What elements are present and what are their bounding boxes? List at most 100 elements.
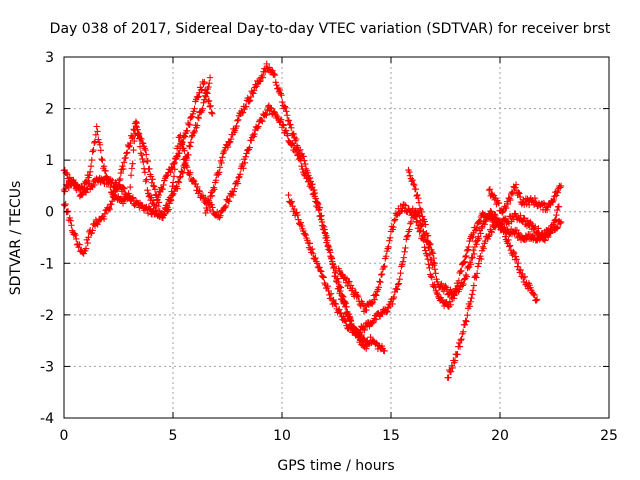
- data-point: [250, 90, 257, 97]
- data-point: [306, 174, 314, 182]
- data-point: [258, 116, 265, 124]
- data-point: [470, 250, 478, 258]
- y-tick-label: 2: [45, 102, 54, 118]
- data-point: [336, 267, 343, 274]
- data-point: [206, 199, 213, 206]
- data-point: [301, 157, 308, 164]
- data-point: [195, 114, 202, 122]
- data-point: [442, 282, 449, 290]
- data-point: [401, 248, 408, 256]
- data-point: [554, 224, 561, 231]
- data-point: [200, 99, 207, 106]
- data-point: [61, 188, 68, 195]
- data-point: [176, 174, 183, 181]
- data-point: [242, 153, 249, 160]
- data-point: [470, 247, 477, 254]
- data-point: [454, 282, 462, 289]
- data-point: [446, 298, 454, 305]
- data-point: [164, 204, 171, 211]
- data-point: [108, 197, 116, 205]
- data-point: [196, 188, 203, 195]
- data-point: [120, 184, 127, 192]
- data-point: [62, 200, 69, 208]
- data-point: [95, 136, 102, 143]
- data-point: [462, 271, 470, 279]
- data-point: [415, 194, 422, 202]
- data-point: [86, 168, 94, 175]
- data-point: [531, 223, 539, 230]
- data-point: [125, 192, 133, 200]
- data-point: [337, 287, 344, 295]
- data-point: [194, 94, 201, 101]
- y-tick-labels: -4 -3 -2 -1 0 1 2 3: [40, 50, 54, 427]
- data-point: [127, 139, 134, 147]
- data-point: [519, 274, 527, 282]
- data-point: [149, 176, 156, 183]
- y-tick-label: -3: [40, 359, 54, 375]
- data-point: [278, 92, 285, 99]
- data-point: [89, 227, 96, 234]
- data-point: [386, 234, 394, 241]
- data-point: [495, 200, 503, 207]
- data-point: [181, 147, 188, 154]
- data-point: [318, 272, 326, 280]
- data-point: [67, 217, 74, 224]
- data-point: [263, 111, 270, 119]
- data-point: [376, 278, 383, 285]
- data-point: [481, 221, 488, 228]
- data-point: [219, 154, 226, 161]
- data-point: [290, 130, 297, 138]
- data-point: [506, 195, 513, 202]
- data-point: [128, 165, 136, 172]
- data-point: [431, 266, 439, 273]
- data-point: [498, 220, 505, 227]
- data-point: [479, 243, 487, 251]
- data-point: [144, 158, 152, 165]
- data-point: [283, 112, 291, 119]
- data-point: [150, 182, 157, 190]
- data-point: [412, 186, 419, 193]
- data-point: [515, 259, 522, 267]
- series-trace-7: [335, 201, 565, 315]
- data-point: [473, 225, 481, 233]
- data-point: [169, 179, 177, 186]
- data-point: [93, 123, 100, 130]
- data-point: [85, 234, 92, 241]
- data-point: [134, 126, 141, 133]
- y-tick-label: 0: [45, 205, 54, 221]
- data-point: [111, 192, 118, 200]
- data-point: [309, 245, 316, 253]
- data-point: [185, 151, 192, 159]
- data-point: [429, 250, 437, 257]
- data-point: [394, 281, 402, 288]
- data-point: [419, 235, 427, 243]
- data-point: [251, 130, 258, 138]
- data-point: [182, 159, 189, 167]
- data-point: [458, 335, 465, 343]
- data-point: [424, 256, 431, 263]
- data-point: [512, 253, 520, 260]
- data-point: [340, 312, 347, 320]
- data-point: [215, 169, 223, 176]
- data-point: [87, 162, 95, 170]
- data-point: [183, 162, 190, 170]
- data-point: [130, 146, 137, 154]
- data-point: [177, 173, 184, 180]
- data-point: [167, 168, 174, 176]
- data-point: [169, 182, 176, 190]
- data-point: [333, 278, 341, 286]
- data-point: [346, 278, 353, 285]
- data-point: [311, 189, 319, 197]
- data-point: [211, 186, 218, 193]
- data-point: [469, 234, 476, 241]
- data-point: [138, 151, 145, 159]
- data-point: [394, 286, 401, 293]
- data-point: [239, 109, 247, 116]
- data-point: [110, 194, 117, 201]
- data-point: [402, 244, 409, 252]
- data-point: [396, 275, 403, 283]
- x-tick-label: 20: [491, 428, 509, 444]
- data-point: [171, 159, 178, 167]
- data-point: [385, 243, 392, 250]
- data-point: [503, 204, 510, 212]
